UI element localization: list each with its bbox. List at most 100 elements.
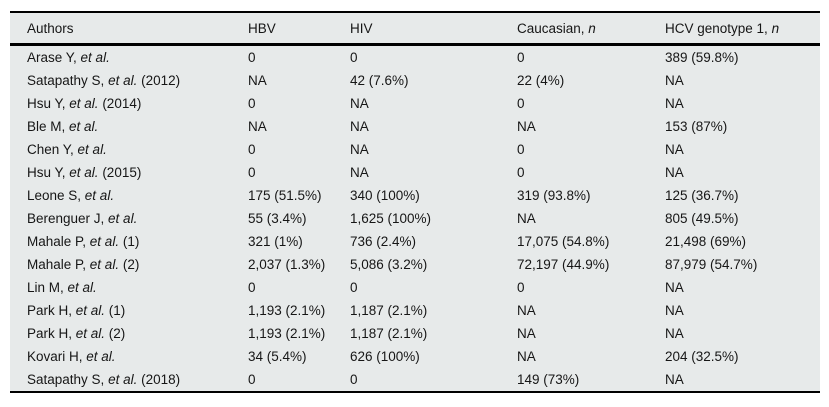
author-name: Satapathy S,	[27, 73, 109, 88]
hcv-cell: 204 (32.5%)	[665, 349, 739, 364]
author-name: Kovari H,	[27, 349, 87, 364]
hbv-cell: NA	[248, 119, 267, 134]
table-row: Mahale P, et al. (1) 321 (1%) 736 (2.4%)…	[10, 230, 820, 253]
author-etal: et al.	[108, 211, 138, 226]
author-cell: Satapathy S, et al. (2018)	[10, 368, 248, 392]
hiv-cell: 626 (100%)	[350, 349, 420, 364]
author-cell: Leone S, et al.	[10, 184, 248, 207]
table-row: Park H, et al. (1) 1,193 (2.1%) 1,187 (2…	[10, 299, 820, 322]
author-name: Hsu Y,	[27, 165, 70, 180]
table-body: Arase Y, et al. 0 0 0 389 (59.8%) Satapa…	[10, 45, 820, 393]
study-comparison-table: Authors HBV HIV Caucasian, n HCV genotyp…	[10, 11, 820, 393]
caucasian-cell: 0	[517, 142, 525, 157]
author-suffix: (1)	[119, 234, 140, 249]
caucasian-cell: 22 (4%)	[517, 73, 565, 88]
hbv-cell: 175 (51.5%)	[248, 188, 322, 203]
author-etal: et al.	[108, 372, 138, 387]
hiv-cell: 340 (100%)	[350, 188, 420, 203]
author-suffix: (2015)	[98, 165, 142, 180]
caucasian-cell: 0	[517, 50, 525, 65]
author-suffix: (2)	[105, 326, 126, 341]
hbv-cell: 34 (5.4%)	[248, 349, 307, 364]
author-name: Hsu Y,	[27, 96, 70, 111]
author-name: Mahale P,	[27, 234, 90, 249]
table-row: Park H, et al. (2) 1,193 (2.1%) 1,187 (2…	[10, 322, 820, 345]
column-header-hcv-text: HCV genotype 1,	[665, 20, 772, 36]
author-cell: Park H, et al. (1)	[10, 299, 248, 322]
hcv-cell: 21,498 (69%)	[665, 234, 747, 249]
hcv-cell: NA	[665, 326, 684, 341]
author-etal: et al.	[75, 303, 106, 318]
table-row: Arase Y, et al. 0 0 0 389 (59.8%)	[10, 45, 820, 70]
table-row: Leone S, et al. 175 (51.5%) 340 (100%) 3…	[10, 184, 820, 207]
author-etal: et al.	[89, 234, 120, 249]
column-header-hiv: HIV	[350, 20, 373, 36]
hbv-cell: 0	[248, 142, 256, 157]
caucasian-cell: 0	[517, 165, 525, 180]
caucasian-cell: NA	[517, 349, 536, 364]
column-header-caucasian-n: n	[588, 20, 596, 36]
table-row: Chen Y, et al. 0 NA 0 NA	[10, 138, 820, 161]
hcv-cell: NA	[665, 303, 684, 318]
table-row: Ble M, et al. NA NA NA 153 (87%)	[10, 115, 820, 138]
author-name: Chen Y,	[27, 142, 78, 157]
author-cell: Hsu Y, et al. (2015)	[10, 161, 248, 184]
hcv-cell: NA	[665, 96, 684, 111]
hbv-cell: 0	[248, 280, 256, 295]
author-etal: et al.	[69, 165, 99, 180]
hbv-cell: 1,193 (2.1%)	[248, 303, 326, 318]
author-cell: Park H, et al. (2)	[10, 322, 248, 345]
caucasian-cell: NA	[517, 211, 536, 226]
author-etal: et al.	[69, 96, 99, 111]
author-name: Mahale P,	[27, 257, 90, 272]
table-row: Hsu Y, et al. (2014) 0 NA 0 NA	[10, 92, 820, 115]
hbv-cell: 0	[248, 50, 256, 65]
author-cell: Mahale P, et al. (1)	[10, 230, 248, 253]
hcv-cell: 125 (36.7%)	[665, 188, 739, 203]
hcv-cell: 805 (49.5%)	[665, 211, 739, 226]
caucasian-cell: 319 (93.8%)	[517, 188, 591, 203]
author-cell: Mahale P, et al. (2)	[10, 253, 248, 276]
author-cell: Ble M, et al.	[10, 115, 248, 138]
author-name: Ble M,	[27, 119, 70, 134]
hiv-cell: NA	[350, 96, 369, 111]
author-suffix: (2018)	[137, 372, 181, 387]
author-etal: et al.	[80, 50, 110, 65]
author-cell: Berenguer J, et al.	[10, 207, 248, 230]
author-etal: et al.	[84, 188, 115, 203]
author-suffix: (1)	[105, 303, 126, 318]
table-row: Hsu Y, et al. (2015) 0 NA 0 NA	[10, 161, 820, 184]
hiv-cell: 0	[350, 50, 358, 65]
table-row: Kovari H, et al. 34 (5.4%) 626 (100%) NA…	[10, 345, 820, 368]
column-header-hcv-n: n	[771, 20, 780, 36]
author-cell: Lin M, et al.	[10, 276, 248, 299]
header-row: Authors HBV HIV Caucasian, n HCV genotyp…	[10, 12, 820, 45]
hiv-cell: 0	[350, 280, 358, 295]
author-cell: Satapathy S, et al. (2012)	[10, 69, 248, 92]
hbv-cell: NA	[248, 73, 267, 88]
author-etal: et al.	[67, 280, 97, 295]
hiv-cell: 0	[350, 372, 358, 387]
table-row: Lin M, et al. 0 0 0 NA	[10, 276, 820, 299]
caucasian-cell: 149 (73%)	[517, 372, 580, 387]
author-name: Leone S,	[27, 188, 85, 203]
caucasian-cell: 17,075 (54.8%)	[517, 234, 610, 249]
author-name: Park H,	[27, 303, 76, 318]
hcv-cell: NA	[665, 142, 684, 157]
author-etal: et al.	[89, 257, 120, 272]
author-cell: Hsu Y, et al. (2014)	[10, 92, 248, 115]
column-header-caucasian-text: Caucasian,	[517, 20, 589, 36]
hcv-cell: 153 (87%)	[665, 119, 728, 134]
hcv-cell: NA	[665, 73, 684, 88]
hbv-cell: 0	[248, 96, 256, 111]
caucasian-cell: 72,197 (44.9%)	[517, 257, 610, 272]
hbv-cell: 55 (3.4%)	[248, 211, 307, 226]
hbv-cell: 0	[248, 165, 256, 180]
table-row: Satapathy S, et al. (2018) 0 0 149 (73%)…	[10, 368, 820, 392]
hcv-cell: 389 (59.8%)	[665, 50, 739, 65]
hbv-cell: 321 (1%)	[248, 234, 303, 249]
author-etal: et al.	[108, 73, 138, 88]
author-name: Arase Y,	[27, 50, 81, 65]
hiv-cell: 1,187 (2.1%)	[350, 326, 428, 341]
hbv-cell: 1,193 (2.1%)	[248, 326, 326, 341]
